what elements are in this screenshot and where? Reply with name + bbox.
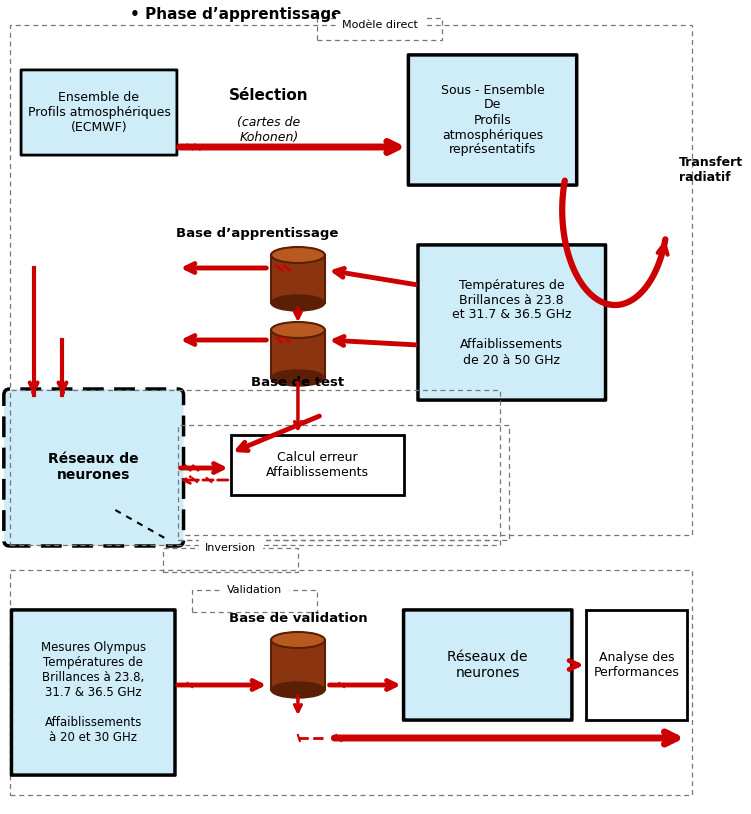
Ellipse shape bbox=[271, 322, 325, 338]
Text: Réseaux de
neurones: Réseaux de neurones bbox=[448, 650, 528, 681]
Text: Réseaux de
neurones: Réseaux de neurones bbox=[48, 452, 138, 482]
FancyBboxPatch shape bbox=[418, 245, 605, 400]
FancyBboxPatch shape bbox=[403, 610, 572, 720]
Text: Mesures Olympus
Températures de
Brillances à 23.8,
31.7 & 36.5 GHz

Affaiblissem: Mesures Olympus Températures de Brillanc… bbox=[41, 641, 146, 744]
Text: Analyse des
Performances: Analyse des Performances bbox=[594, 651, 680, 679]
FancyBboxPatch shape bbox=[21, 70, 177, 155]
Text: Ensemble de
Profils atmosphériques
(ECMWF): Ensemble de Profils atmosphériques (ECMW… bbox=[28, 91, 170, 134]
Text: • Phase d’apprentissage: • Phase d’apprentissage bbox=[130, 7, 341, 21]
Text: Validation: Validation bbox=[227, 585, 282, 595]
Ellipse shape bbox=[271, 295, 325, 311]
Text: Calcul erreur
Affaiblissements: Calcul erreur Affaiblissements bbox=[266, 451, 369, 479]
Ellipse shape bbox=[271, 682, 325, 698]
Bar bbox=[317, 18, 442, 40]
Bar bbox=[10, 390, 499, 545]
Bar bbox=[10, 570, 692, 795]
Text: Base d’apprentissage: Base d’apprentissage bbox=[176, 226, 339, 239]
Text: Températures de
Brillances à 23.8
et 31.7 & 36.5 GHz

Affaiblissements
de 20 à 5: Températures de Brillances à 23.8 et 31.… bbox=[452, 278, 572, 366]
Text: Base de validation: Base de validation bbox=[228, 611, 367, 624]
Bar bbox=[10, 25, 692, 535]
Bar bbox=[164, 548, 298, 572]
Text: Sous - Ensemble
De
Profils
atmosphériques
représentatifs: Sous - Ensemble De Profils atmosphérique… bbox=[441, 84, 544, 156]
Bar bbox=[587, 610, 687, 720]
Text: (cartes de
Kohonen): (cartes de Kohonen) bbox=[237, 116, 300, 144]
Bar bbox=[271, 255, 325, 303]
Text: Modèle direct: Modèle direct bbox=[342, 20, 418, 30]
Text: Inversion: Inversion bbox=[205, 543, 256, 553]
Ellipse shape bbox=[271, 370, 325, 386]
Bar bbox=[178, 425, 509, 540]
FancyBboxPatch shape bbox=[4, 389, 183, 546]
Text: Transfert
radiatif: Transfert radiatif bbox=[678, 156, 743, 184]
Text: Base de test: Base de test bbox=[252, 375, 345, 388]
Bar bbox=[271, 330, 325, 378]
Ellipse shape bbox=[271, 247, 325, 263]
Ellipse shape bbox=[271, 632, 325, 648]
Bar bbox=[271, 640, 325, 690]
Bar bbox=[231, 435, 403, 495]
FancyBboxPatch shape bbox=[11, 610, 175, 775]
Text: Sélection: Sélection bbox=[229, 87, 309, 103]
FancyBboxPatch shape bbox=[409, 55, 577, 185]
Bar bbox=[192, 590, 317, 612]
